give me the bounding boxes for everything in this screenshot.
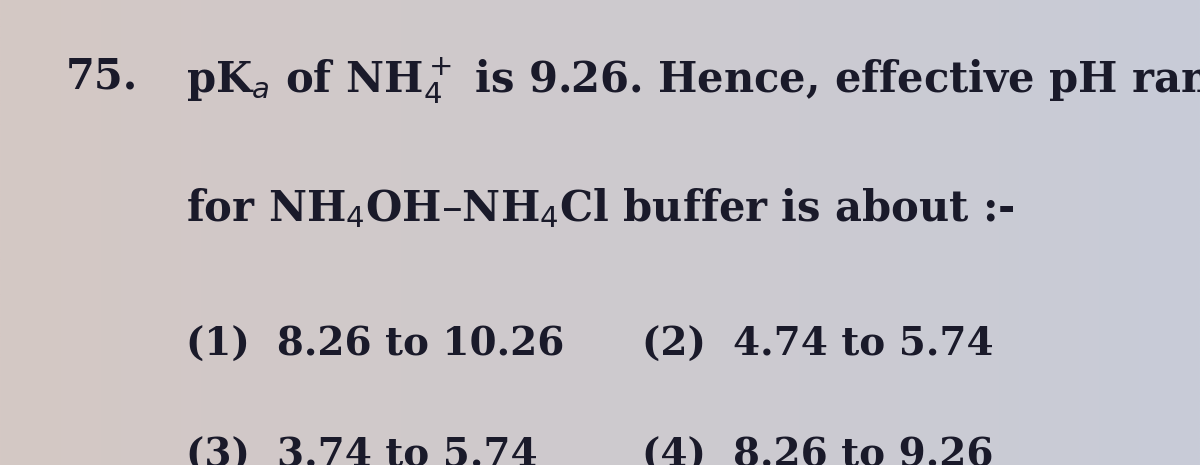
Text: (2)  4.74 to 5.74: (2) 4.74 to 5.74 [642,326,994,364]
Text: pK$_a$ of NH$_4^+$ is 9.26. Hence, effective pH range: pK$_a$ of NH$_4^+$ is 9.26. Hence, effec… [186,56,1200,106]
Text: for NH$_4$OH–NH$_4$Cl buffer is about :-: for NH$_4$OH–NH$_4$Cl buffer is about :- [186,186,1015,230]
Text: (3)  3.74 to 5.74: (3) 3.74 to 5.74 [186,437,538,465]
Text: (1)  8.26 to 10.26: (1) 8.26 to 10.26 [186,326,564,364]
Text: (4)  8.26 to 9.26: (4) 8.26 to 9.26 [642,437,994,465]
Text: 75.: 75. [66,56,138,98]
